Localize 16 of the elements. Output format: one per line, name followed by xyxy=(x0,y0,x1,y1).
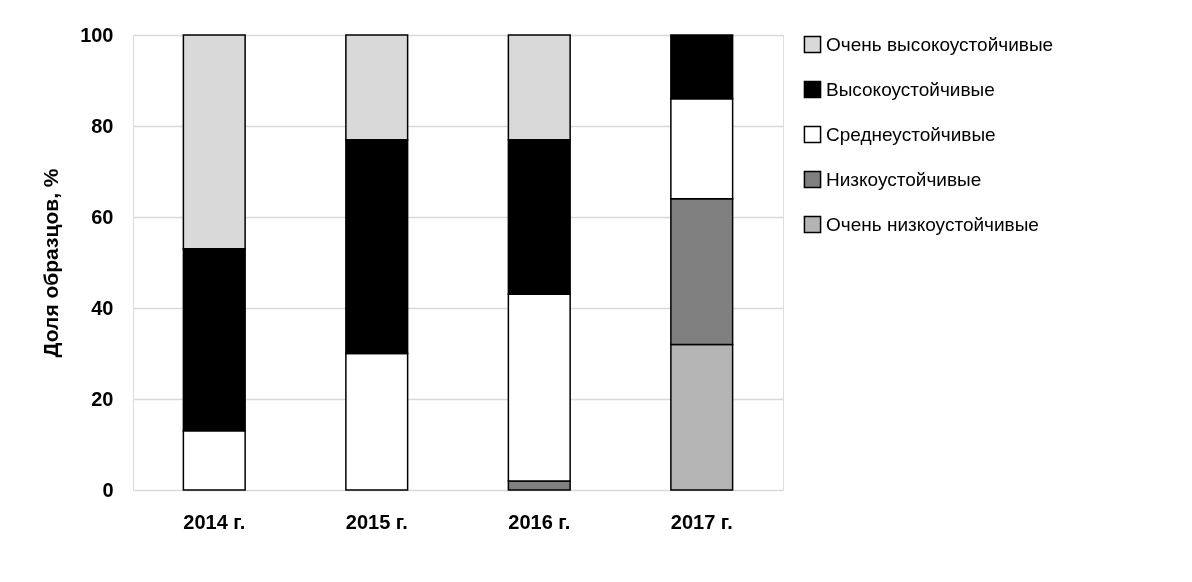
legend-label: Очень низкоустойчивые xyxy=(826,213,1039,235)
legend-label: Низкоустойчивые xyxy=(826,168,982,190)
x-tick-label: 2016 г. xyxy=(508,510,571,533)
x-tick-label: 2015 г. xyxy=(345,510,408,533)
legend-label: Очень высокоустойчивые xyxy=(826,33,1054,55)
legend-label: Высокоустойчивые xyxy=(826,78,995,100)
y-tick-label: 20 xyxy=(91,387,114,410)
y-tick-label: 0 xyxy=(102,478,114,501)
y-tick-label: 60 xyxy=(91,205,114,228)
y-tick-label: 40 xyxy=(91,296,114,319)
x-tick-label: 2017 г. xyxy=(670,510,733,533)
x-tick-label: 2014 г. xyxy=(183,510,246,533)
y-axis-title: Доля образцов, % xyxy=(39,168,63,358)
y-tick-label: 80 xyxy=(91,114,114,137)
y-tick-label: 100 xyxy=(80,23,114,46)
legend-label: Среднеустойчивые xyxy=(826,123,996,145)
